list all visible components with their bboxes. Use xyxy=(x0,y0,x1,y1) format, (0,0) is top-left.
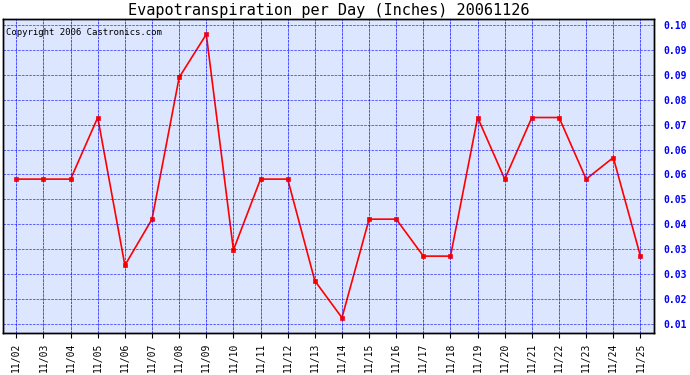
Title: Evapotranspiration per Day (Inches) 20061126: Evapotranspiration per Day (Inches) 2006… xyxy=(128,3,529,18)
Text: Copyright 2006 Castronics.com: Copyright 2006 Castronics.com xyxy=(6,28,162,38)
